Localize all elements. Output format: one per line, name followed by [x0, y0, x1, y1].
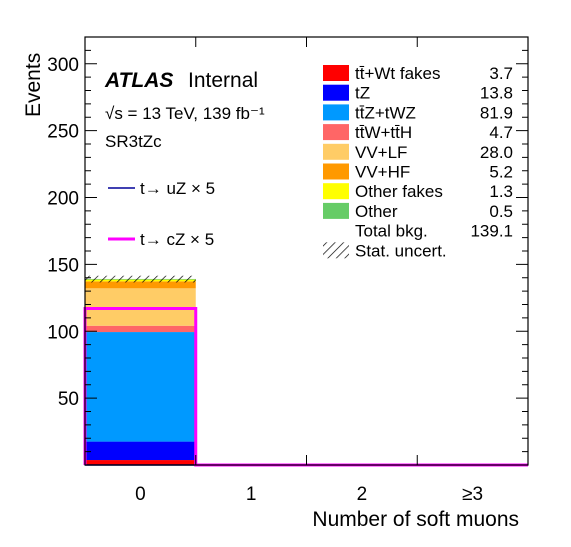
- x-tick-label: 2: [357, 484, 368, 505]
- signal-legend-label-1: t→ cZ × 5: [140, 230, 214, 249]
- legend-value-4: 28.0: [480, 143, 513, 162]
- legend-label-3: tt̄W+tt̄H: [355, 123, 412, 142]
- stat-uncert-band-bin-0: [85, 275, 196, 283]
- legend-label-5: VV+HF: [355, 163, 410, 182]
- y-tick-label: 300: [47, 55, 79, 76]
- legend-label-7: Other: [355, 202, 398, 221]
- y-axis-title: Events: [22, 53, 45, 117]
- legend-swatch-6: [323, 183, 349, 200]
- y-tick-label: 200: [47, 189, 79, 210]
- stack-bar-2-bin-0: [85, 332, 196, 442]
- stack-bar-5-bin-0: [85, 281, 196, 289]
- legend-value-7: 0.5: [489, 202, 513, 221]
- x-tick-label: 0: [135, 484, 146, 505]
- legend-label-total: Total bkg.: [355, 222, 428, 241]
- y-tick-label: 150: [47, 255, 79, 276]
- stack-bar-0-bin-0: [85, 460, 196, 465]
- legend-value-6: 1.3: [489, 182, 513, 201]
- legend-swatch-stat-uncert: [323, 242, 349, 259]
- signal-legend: t→ uZ × 5 t→ cZ × 5: [108, 179, 215, 249]
- background-legend: tt̄+Wt fakes 3.7 tZ 13.8 tt̄Z+tWZ 81.9 tt̄W+tt…: [323, 64, 513, 260]
- legend-swatch-7: [323, 202, 349, 219]
- legend-swatch-0: [323, 65, 349, 81]
- y-tick-label: 100: [47, 322, 79, 343]
- legend-label-0: tt̄+Wt fakes: [355, 64, 441, 83]
- x-tick-label: 1: [246, 484, 257, 505]
- axis-ticks: [85, 37, 528, 465]
- legend-value-total: 139.1: [470, 222, 513, 241]
- y-tick-labels: 50 100 150 200 250 300: [47, 55, 79, 410]
- signal-legend-label-0: t→ uZ × 5: [140, 179, 215, 198]
- region-label: SR3tZc: [105, 132, 162, 151]
- legend-value-2: 81.9: [480, 103, 513, 122]
- legend-swatch-3: [323, 124, 349, 141]
- y-tick-label: 50: [58, 389, 79, 410]
- legend-label-6: Other fakes: [355, 182, 443, 201]
- y-tick-label: 250: [47, 122, 79, 143]
- stat-uncertainty-bands: [85, 275, 196, 283]
- x-axis-title: Number of soft muons: [312, 508, 519, 531]
- legend-label-stat-uncert: Stat. uncert.: [355, 241, 447, 260]
- x-tick-labels: 0 1 2 ≥3: [135, 484, 483, 505]
- stack-bar-3-bin-0: [85, 325, 196, 333]
- atlas-internal-label: Internal: [188, 69, 258, 92]
- legend-swatch-5: [323, 163, 349, 180]
- legend-swatch-1: [323, 84, 349, 101]
- legend-label-1: tZ: [355, 84, 370, 103]
- legend-value-0: 3.7: [489, 64, 513, 83]
- legend-value-3: 4.7: [489, 123, 513, 142]
- energy-lumi-label: √s = 13 TeV, 139 fb⁻¹: [105, 104, 265, 123]
- stack-bar-1-bin-0: [85, 441, 196, 461]
- stacked-bars: [85, 278, 196, 465]
- legend-label-4: VV+LF: [355, 143, 407, 162]
- atlas-label: ATLAS: [104, 69, 173, 92]
- legend-value-1: 13.8: [480, 84, 513, 103]
- legend-label-2: tt̄Z+tWZ: [355, 103, 416, 122]
- legend-swatch-4: [323, 143, 349, 160]
- legend-swatch-2: [323, 104, 349, 121]
- x-tick-label: ≥3: [462, 484, 483, 505]
- legend-value-5: 5.2: [489, 163, 513, 182]
